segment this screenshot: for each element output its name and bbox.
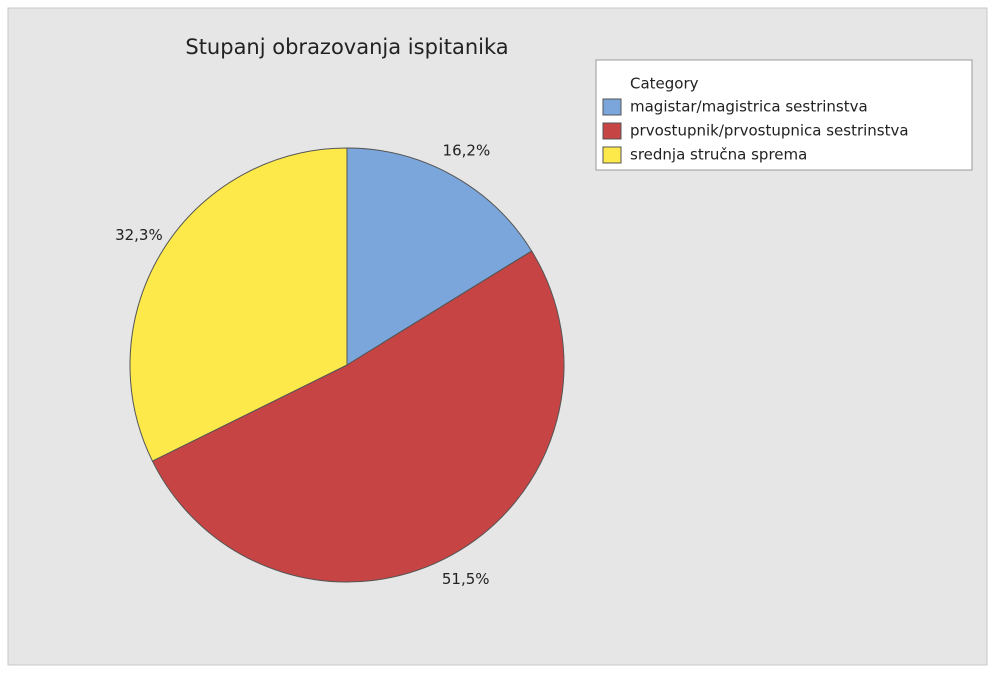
legend-label: magistar/magistrica sestrinstva: [630, 98, 868, 116]
slice-label: 32,3%: [115, 226, 163, 244]
legend-swatch: [602, 122, 622, 140]
legend-box: [595, 59, 973, 171]
chart-title: Stupanj obrazovanja ispitanika: [185, 35, 508, 59]
legend-title: Category: [630, 75, 699, 93]
pie-slice: [346, 147, 533, 366]
slice-label: 16,2%: [443, 142, 491, 160]
legend-swatch: [602, 146, 622, 164]
pie-slice: [151, 250, 565, 583]
legend-label: prvostupnik/prvostupnica sestrinstva: [630, 122, 909, 140]
pie-slice: [129, 147, 348, 462]
legend-label: srednja stručna sprema: [630, 146, 807, 164]
slice-label: 51,5%: [442, 570, 490, 588]
legend-swatch: [602, 98, 622, 116]
